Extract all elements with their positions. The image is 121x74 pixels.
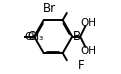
Text: OH: OH bbox=[81, 46, 97, 56]
Text: CH₃: CH₃ bbox=[24, 32, 43, 42]
Text: O: O bbox=[28, 30, 37, 43]
Text: B: B bbox=[73, 30, 81, 43]
Text: Br: Br bbox=[43, 2, 57, 15]
Text: F: F bbox=[78, 59, 84, 72]
Text: OH: OH bbox=[81, 18, 97, 28]
